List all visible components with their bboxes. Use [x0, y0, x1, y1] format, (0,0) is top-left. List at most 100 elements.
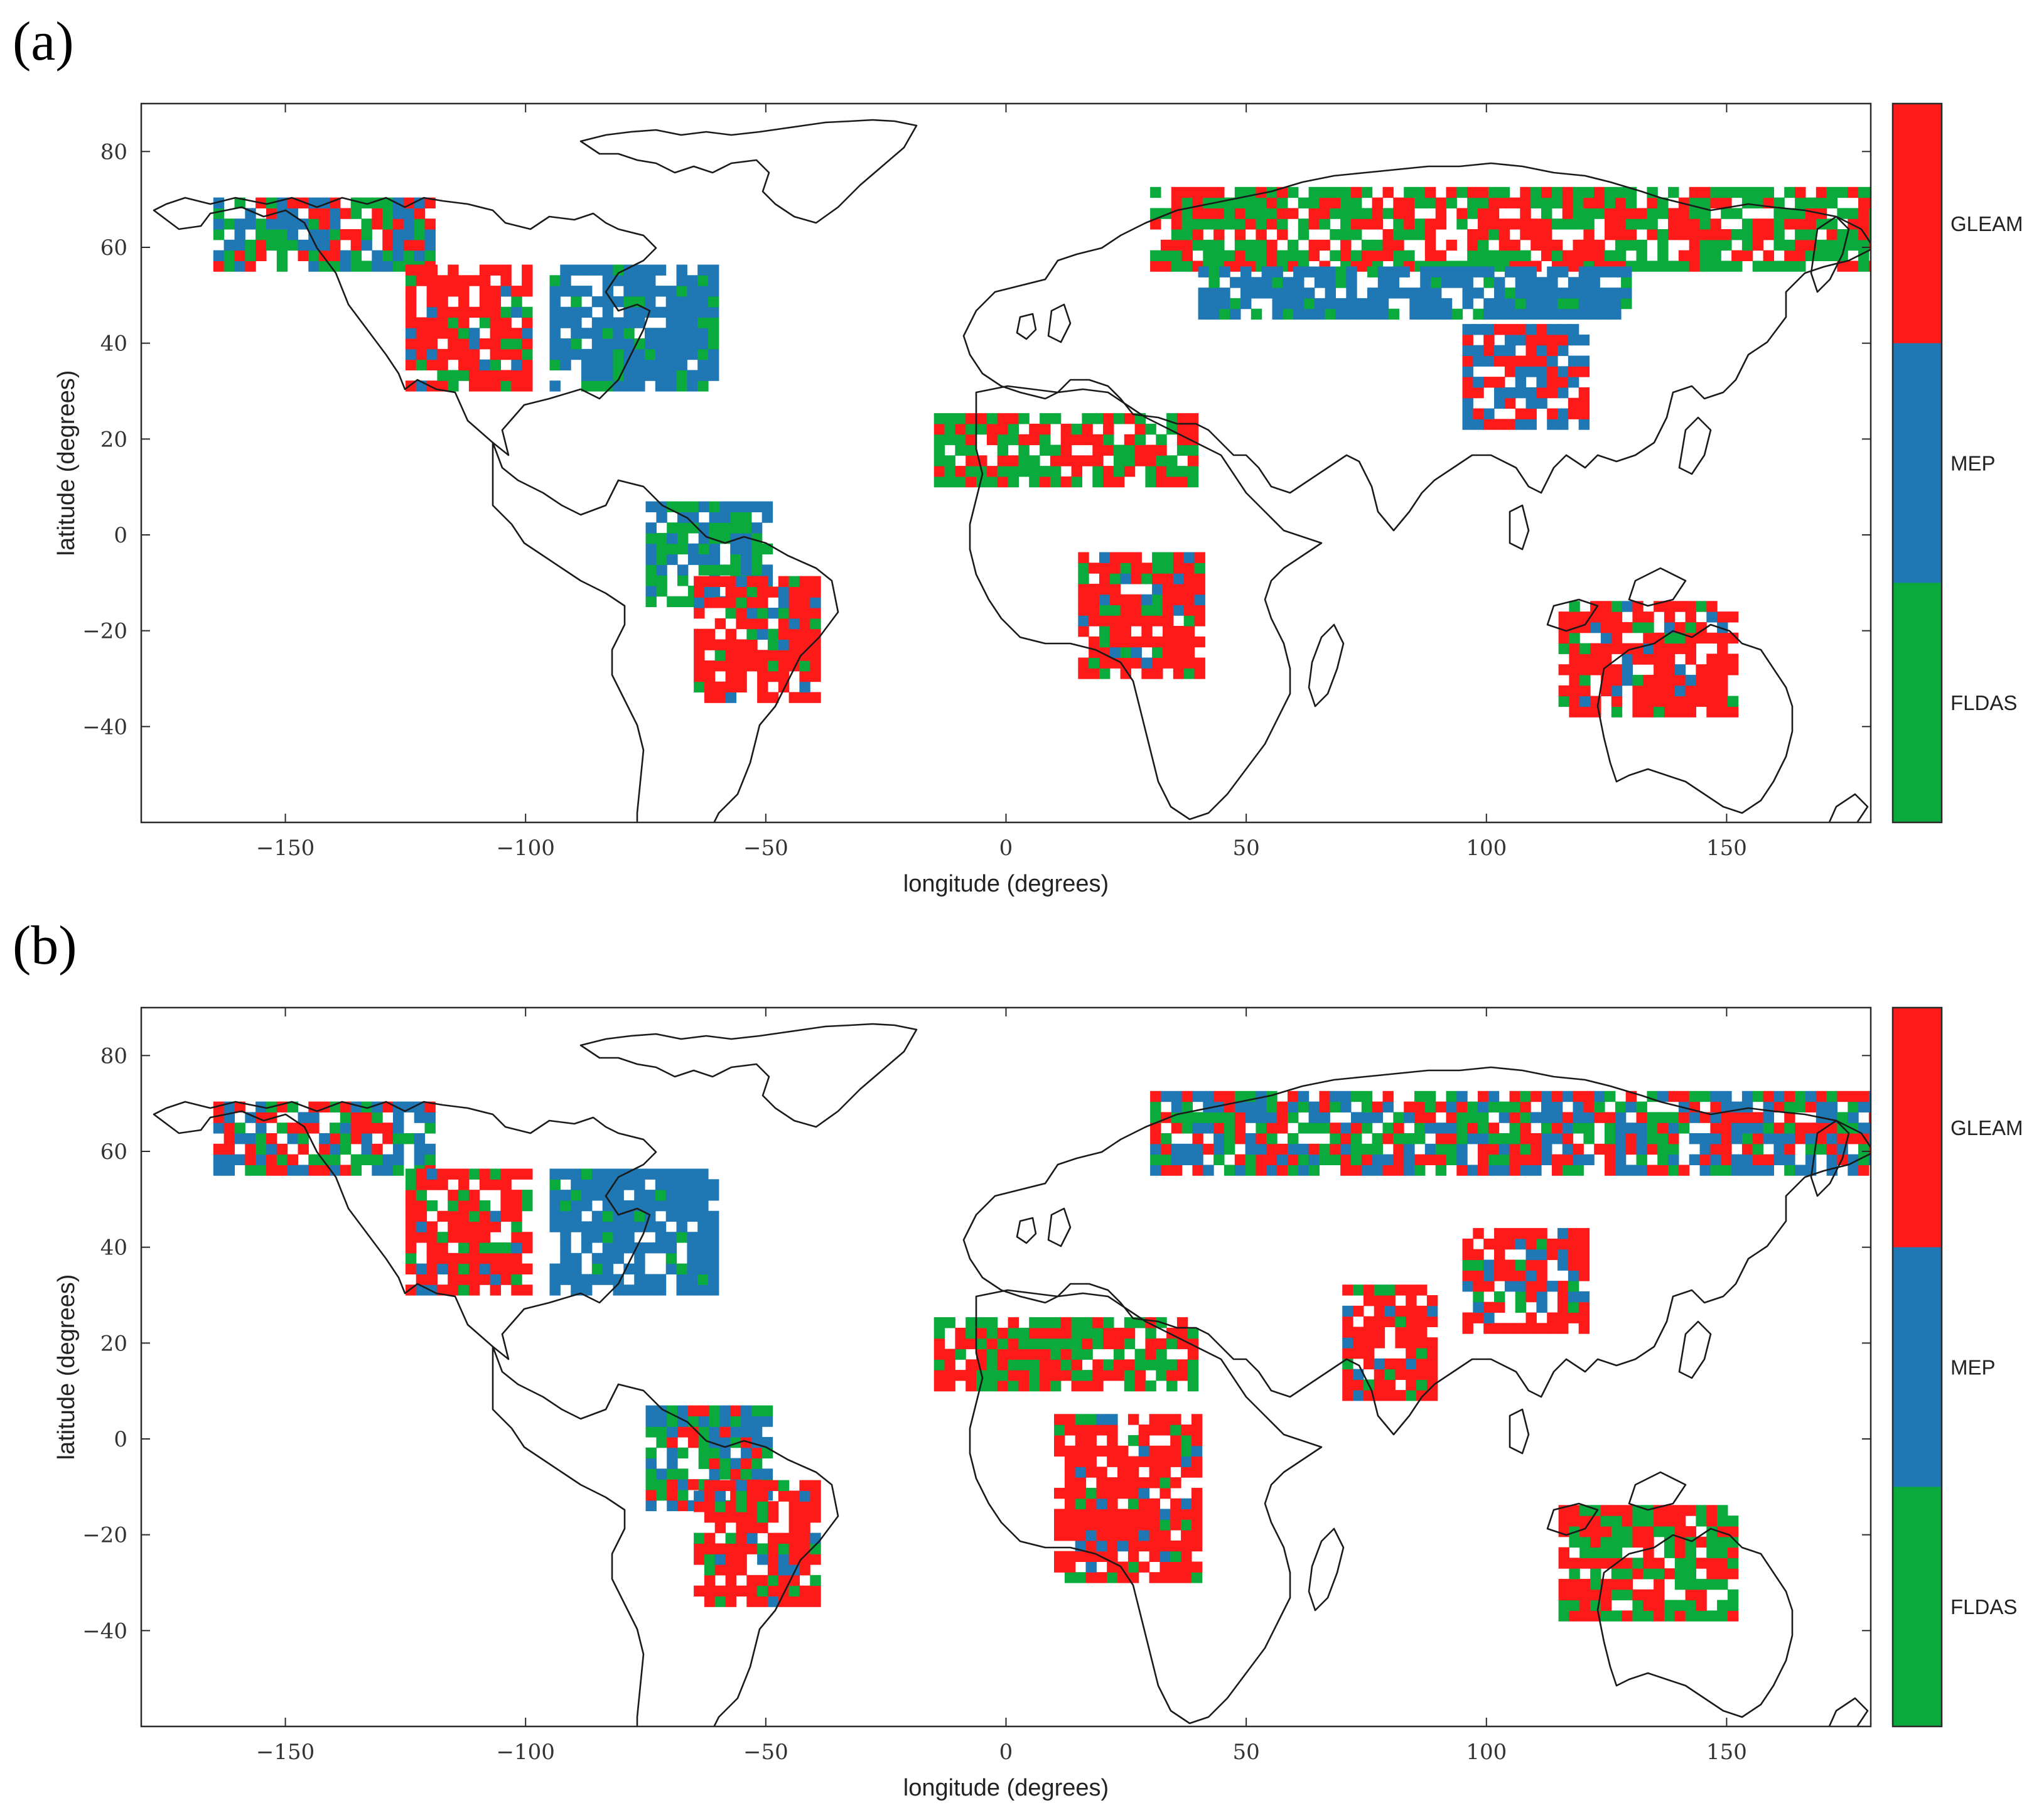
cell-fldas [213, 208, 225, 219]
cell-mep [1557, 308, 1569, 320]
cell-gleam [350, 1123, 362, 1134]
cell-gleam [448, 1221, 459, 1232]
cell-mep [405, 348, 417, 360]
cell-mep [613, 1284, 624, 1296]
cell-fldas [697, 317, 709, 328]
cell-gleam [1075, 1456, 1087, 1467]
cell-mep [213, 1123, 225, 1134]
cell-mep [1858, 1123, 1870, 1134]
cell-fldas [645, 1447, 657, 1459]
cell-gleam [1183, 636, 1195, 648]
cell-gleam [468, 1232, 480, 1243]
cell-mep [1462, 298, 1473, 310]
cell-gleam [1525, 1291, 1537, 1303]
cell-gleam [1462, 1312, 1473, 1323]
cell-fldas [741, 1468, 752, 1480]
cell-mep [1568, 308, 1579, 320]
cell-gleam [736, 1512, 747, 1523]
cell-gleam [1498, 197, 1510, 208]
cell-gleam [788, 1532, 800, 1544]
cell-gleam [458, 1274, 470, 1285]
cell-gleam [1109, 552, 1121, 563]
cell-gleam [799, 650, 810, 661]
cell-gleam [1674, 706, 1686, 718]
cell-gleam [340, 1101, 352, 1112]
cell-gleam [799, 576, 810, 587]
cell-gleam [1363, 1295, 1375, 1306]
cell-fldas [361, 1101, 372, 1112]
cell-gleam [1342, 1348, 1353, 1359]
cell-mep [571, 1168, 582, 1180]
cell-gleam [1374, 1369, 1385, 1380]
cell-fldas [1404, 186, 1415, 198]
cell-mep [393, 1154, 404, 1165]
cell-gleam [1494, 355, 1505, 367]
cell-mep [581, 1232, 593, 1243]
cell-mep [613, 1210, 624, 1222]
cell-gleam [1515, 355, 1527, 367]
cell-fldas [694, 1532, 705, 1544]
cell-gleam [1406, 1295, 1417, 1306]
cell-gleam [1569, 654, 1580, 665]
cell-gleam [511, 1210, 522, 1222]
cell-fldas [1181, 1101, 1193, 1112]
cell-gleam [1551, 1165, 1563, 1176]
cell-gleam [1107, 1498, 1118, 1510]
cell-mep [1240, 266, 1252, 277]
cell-mep [1515, 366, 1527, 377]
cell-mep [1473, 355, 1484, 367]
cell-fldas [645, 575, 657, 586]
cell-fldas [1018, 466, 1030, 477]
cell-fldas [308, 218, 320, 230]
cell-mep [687, 306, 698, 318]
cell-gleam [1064, 1445, 1076, 1457]
cell-gleam [437, 1168, 448, 1180]
cell-fldas [1075, 1572, 1087, 1583]
cell-gleam [448, 1252, 459, 1264]
cell-fldas [1605, 1123, 1616, 1134]
cell-mep [1181, 1456, 1192, 1467]
cell-gleam [799, 1522, 810, 1534]
cell-gleam [1150, 1090, 1161, 1102]
cell-mep [667, 532, 678, 544]
cell-gleam [1541, 250, 1552, 261]
cell-mep [1357, 308, 1368, 320]
cell-fldas [1674, 1578, 1686, 1590]
cell-gleam [1504, 419, 1516, 430]
cell-mep [708, 1274, 719, 1285]
cell-mep [549, 1190, 561, 1201]
cell-mep [687, 275, 698, 286]
x-tick-label: −150 [256, 1740, 315, 1765]
cell-gleam [1040, 1370, 1051, 1381]
cell-gleam [1060, 476, 1072, 488]
cell-fldas [245, 239, 256, 251]
cell-gleam [1426, 1337, 1438, 1349]
cell-mep [1272, 308, 1283, 320]
cell-mep [1240, 277, 1252, 288]
cell-mep [634, 348, 645, 360]
cell-fldas [1372, 1143, 1383, 1155]
cell-mep [665, 1168, 677, 1180]
cell-mep [1431, 298, 1442, 310]
cell-gleam [1173, 647, 1185, 658]
cell-fldas [1308, 186, 1320, 198]
cell-gleam [448, 1232, 459, 1243]
cell-mep [1741, 1101, 1753, 1112]
cell-mep [1848, 1165, 1859, 1176]
cell-mep [1288, 1143, 1299, 1155]
cell-gleam [426, 1274, 438, 1285]
cell-gleam [1632, 611, 1644, 623]
cell-fldas [1689, 1090, 1701, 1102]
cell-mep [645, 1168, 656, 1180]
cell-gleam [799, 639, 810, 650]
cell-gleam [448, 1168, 459, 1180]
cell-gleam [1727, 1547, 1739, 1558]
cell-mep [1568, 277, 1579, 288]
cell-mep [1340, 1123, 1352, 1134]
cell-gleam [944, 1380, 955, 1392]
cell-gleam [1363, 1316, 1375, 1327]
cell-mep [1473, 324, 1484, 335]
cell-fldas [1573, 186, 1584, 198]
cell-mep [414, 1112, 426, 1123]
map-area [141, 1008, 1871, 1726]
